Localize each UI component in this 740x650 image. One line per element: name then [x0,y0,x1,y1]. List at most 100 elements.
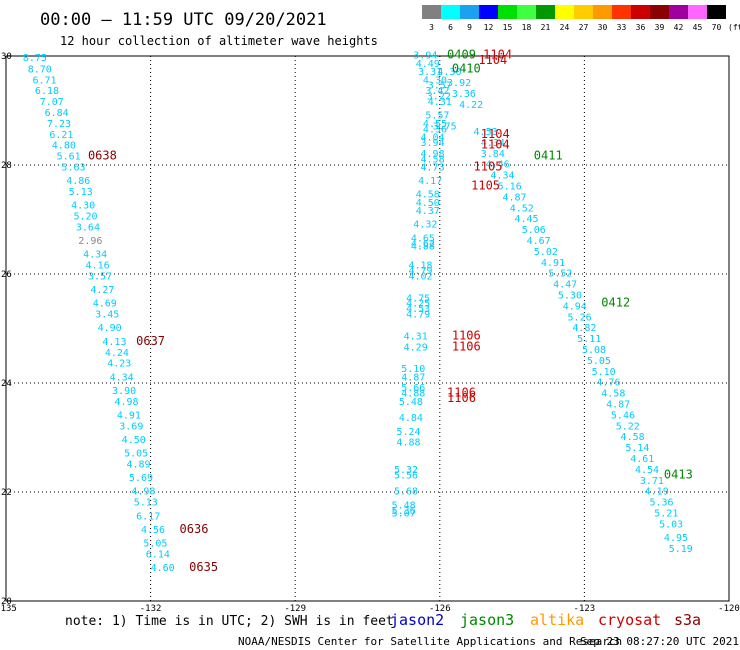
legend-label: 24 [560,23,570,32]
x-tick-label: -135 [0,604,17,614]
swh-value: 4.58 [601,389,625,400]
swh-value: 5.05 [587,356,611,367]
swh-value: 4.30 [437,67,461,78]
legend-label: 33 [617,23,627,32]
legend-swatch [555,5,574,19]
swh-value: 5.05 [124,449,148,460]
swh-value: 4.88 [411,241,435,252]
swh-value: 3.57 [428,81,452,92]
swh-value: 5.32 [394,465,418,476]
swh-value: 5.69 [129,473,153,484]
legend-label: 45 [693,23,703,32]
swh-value: 5.08 [582,345,606,356]
swh-value: 5.20 [73,212,97,223]
swh-value: 6.18 [35,86,59,97]
legend-swatch [460,5,479,19]
swh-value: 4.94 [563,301,587,312]
swh-value: 4.34 [490,171,514,182]
swh-value: 8.70 [28,64,52,75]
pass-time-label: 1105 [474,159,503,173]
swh-value: 4.87 [502,192,526,203]
swh-value: 4.86 [66,176,90,187]
swh-value: 3.22 [427,92,451,103]
pass-time-label: 0637 [136,334,165,348]
swh-value: 5.36 [649,498,673,509]
swh-value: 4.34 [83,250,107,261]
swh-value: 4.34 [110,372,134,383]
swh-value: 4.02 [408,271,432,282]
swh-value: 4.98 [114,397,138,408]
legend-label: 21 [541,23,551,32]
swh-value: 5.52 [548,269,572,280]
swh-value: 3.92 [447,78,471,89]
swh-value: 4.98 [131,487,155,498]
legend-label: 12 [484,23,494,32]
swh-value: 4.80 [52,141,76,152]
swh-value: 4.73 [421,162,445,173]
swh-value: 3.90 [112,386,136,397]
swh-value: 5.66 [401,383,425,394]
swh-value: 4.87 [606,400,630,411]
swh-value: 6.14 [146,549,170,560]
grid-lines [6,56,729,601]
pass-time-label: 1106 [452,339,481,353]
swh-value: 2.96 [78,236,102,247]
swh-value: 5.36 [392,506,416,517]
legend-label: 36 [636,23,646,32]
legend-swatch [498,5,517,19]
legend-swatch [631,5,650,19]
swh-value: 4.75 [406,293,430,304]
legend-swatch [422,5,441,19]
legend-label: 42 [674,23,684,32]
x-tick-labels: -135 -132 -129 -126 -123 -120 [0,604,740,614]
y-tick-label: 24 [1,379,12,389]
swh-value: 3.36 [452,89,476,100]
swh-value: 4.18 [408,261,432,272]
swh-value: 3.84 [481,149,505,160]
swh-value: 4.98 [421,149,445,160]
swh-value: 5.48 [399,397,423,408]
swh-value: 5.22 [616,421,640,432]
pass-time-label: 0412 [601,296,630,310]
swh-value: 4.67 [527,236,551,247]
x-tick-label: -129 [284,604,306,614]
swh-value: 4.50 [122,435,146,446]
pass-time-label: 1104 [481,127,510,141]
x-tick-label: -123 [574,604,596,614]
swh-value: 4.79 [408,266,432,277]
swh-value: 5.10 [592,367,616,378]
swh-value: 4.50 [416,198,440,209]
swh-value: 5.11 [577,334,601,345]
legend-label: 6 [448,23,453,32]
pass-time-label: 0636 [180,522,209,536]
swh-value: 4.16 [86,261,110,272]
legend-swatch [669,5,688,19]
swh-value: 5.48 [392,500,416,511]
swh-value: 5.68 [394,487,418,498]
plot-frame [5,55,730,602]
swh-value: 3.94 [421,138,445,149]
swh-value: 4.19 [645,487,669,498]
pass-time-labels: 0638063706360635040904101104110411041104… [88,48,693,574]
swh-value: 3.45 [95,310,119,321]
swh-value: 4.69 [93,299,117,310]
swh-value: 4.46 [486,160,510,171]
swh-value: 5.05 [143,539,167,550]
legend-label: 39 [655,23,665,32]
footer-note: note: 1) Time is in UTC; 2) SWH is in fe… [65,614,394,629]
pass-time-label: 0409 [447,48,476,62]
pass-time-label: 0411 [534,149,563,163]
swh-value: 4.55 [423,119,447,130]
swh-value: 6.17 [136,511,160,522]
pass-time-label: 1106 [452,328,481,342]
swh-value: 5.24 [396,427,420,438]
swh-value: 3.71 [640,476,664,487]
swh-value: 3.75 [433,122,457,133]
y-tick-label: 26 [1,270,12,280]
legend-unit: (ft) [728,23,740,32]
swh-value: 4.37 [416,206,440,217]
legend-label: 27 [579,23,589,32]
footer-timestamp: Sep 23 08:27:20 UTC 2021 [580,635,739,648]
y-tick-label: 20 [1,597,12,607]
legend-label: 70 [712,23,722,32]
